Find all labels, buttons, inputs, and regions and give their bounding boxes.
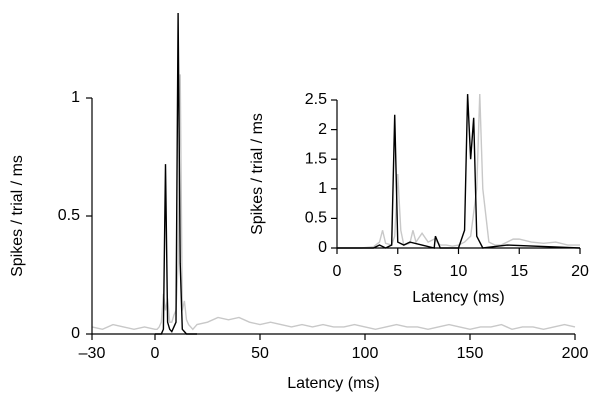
x-tick-label: 20 (571, 263, 589, 280)
data-line (337, 94, 580, 249)
x-axis-label: Latency (ms) (412, 289, 504, 306)
y-tick-label: 1 (318, 180, 327, 197)
y-tick-label: 2 (318, 121, 327, 138)
y-tick-label: 1 (71, 89, 80, 106)
x-tick-label: 10 (450, 263, 468, 280)
y-axis-label: Spikes / trial / ms (9, 155, 26, 277)
x-tick-label: –30 (79, 345, 106, 362)
y-tick-label: 0.5 (305, 210, 327, 227)
y-axis-label: Spikes / trial / ms (249, 113, 266, 235)
x-tick-label: 150 (457, 345, 484, 362)
x-tick-label: 100 (352, 345, 379, 362)
y-tick-label: 1.5 (305, 150, 327, 167)
data-line (337, 94, 581, 249)
y-tick-label: 2.5 (305, 91, 327, 108)
x-tick-label: 0 (151, 345, 160, 362)
x-tick-label: 5 (393, 263, 402, 280)
y-tick-label: 0.5 (58, 207, 80, 224)
x-axis-label: Latency (ms) (287, 375, 379, 392)
x-tick-label: 200 (562, 345, 589, 362)
y-tick-label: 0 (71, 325, 80, 342)
x-tick-label: 15 (510, 263, 528, 280)
x-tick-label: 50 (251, 345, 269, 362)
y-tick-label: 0 (318, 239, 327, 256)
data-line (155, 13, 197, 335)
x-tick-label: 0 (333, 263, 342, 280)
